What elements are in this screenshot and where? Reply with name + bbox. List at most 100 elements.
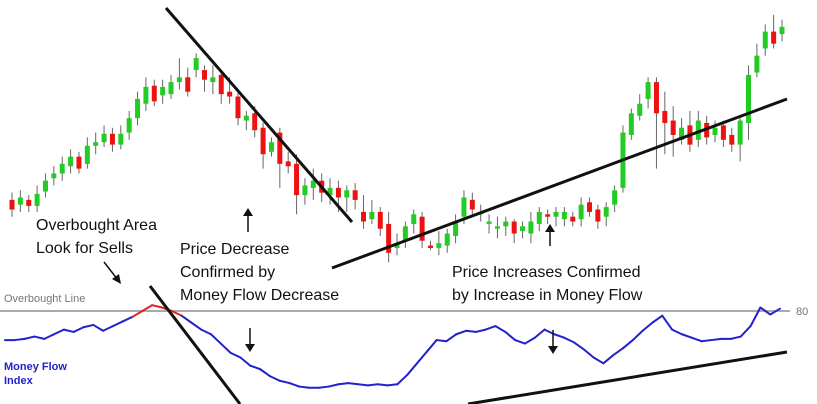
candle-body [561, 211, 567, 220]
mfi-segment [445, 333, 458, 343]
mfi-segment [239, 356, 252, 367]
candle-body [603, 207, 609, 217]
candle-body [779, 26, 785, 35]
price-increase-up-arrow [545, 224, 555, 246]
candle-body [712, 127, 718, 135]
mfi-segment [465, 329, 477, 333]
mfi-segment [700, 339, 713, 343]
mfi-segment [523, 336, 536, 345]
candle-body [327, 187, 333, 196]
candle-body [193, 58, 199, 71]
candle-body [361, 211, 367, 222]
candle-body [520, 226, 526, 232]
candle-body [570, 216, 576, 222]
candle-body [419, 216, 425, 241]
candle-body [227, 91, 233, 97]
mfi-segment [671, 328, 683, 336]
mfi-segment [151, 304, 163, 309]
candle-body [444, 233, 450, 246]
mfi-segment [749, 306, 762, 328]
candle-body [202, 70, 207, 80]
mfi-segment [357, 383, 369, 387]
candle-body [101, 133, 107, 143]
mfi-segment [121, 315, 134, 323]
price-decrease-label: Price Decrease [180, 241, 289, 258]
mfi-segment [553, 333, 566, 339]
mfi-segment [494, 325, 507, 333]
candle-body [511, 221, 517, 234]
candle-body [68, 156, 74, 167]
mfi-segment [102, 325, 114, 332]
candle-body [670, 120, 676, 135]
candle-body [469, 199, 475, 210]
mfi-segment [72, 326, 85, 333]
candle-body [17, 197, 23, 205]
mfi-segment [622, 339, 634, 350]
candle-body [461, 197, 467, 217]
candle-body [762, 31, 768, 49]
mfi-series [4, 304, 781, 389]
price-increase-label: Price Increases Confirmed [452, 264, 641, 281]
candle-body [285, 161, 291, 167]
mfi-segment [582, 348, 595, 359]
mfi-segment [435, 339, 448, 343]
mfi-segment [259, 368, 271, 378]
candle-body [637, 103, 643, 116]
price-decrease-up-arrow [243, 208, 253, 232]
money-flow-increase-down-arrow [548, 330, 558, 354]
candle-body [218, 74, 224, 95]
mfi-segment [504, 330, 517, 342]
candle-body [109, 133, 115, 145]
mfi-segment [533, 328, 546, 339]
mfi-segment [563, 336, 575, 344]
mfi-segment [474, 328, 487, 333]
candle-body [645, 82, 651, 99]
candle-body [93, 142, 99, 146]
candle-body [595, 209, 601, 222]
candle-body [729, 134, 735, 145]
mfi-downtrend-line [148, 285, 242, 404]
mfi-segment [268, 375, 281, 382]
candle-body [160, 86, 166, 96]
mfi-segment [366, 383, 379, 387]
mfi-segment [376, 383, 389, 387]
mfi-segment [13, 337, 26, 342]
mfi-segment [219, 342, 232, 354]
mfi-label-line1: Money Flow [4, 361, 67, 373]
mfi-segment [739, 325, 752, 338]
mfi-segment [484, 325, 497, 331]
mfi-segment [651, 314, 664, 324]
mfi-segment [62, 328, 75, 333]
candle-body [243, 115, 249, 121]
candle-body [344, 190, 350, 198]
candle-body [126, 118, 132, 133]
candle-body [26, 199, 32, 206]
candle-body [720, 125, 726, 140]
mfi-segment [92, 323, 105, 332]
candle-body [42, 180, 48, 192]
mfi-segment [680, 333, 693, 339]
mfi-segment [602, 354, 615, 365]
mfi-segment [43, 333, 56, 340]
mfi-segment [425, 339, 438, 353]
candle-body [486, 221, 492, 224]
candle-body [386, 223, 392, 253]
mfi-segment [249, 364, 262, 371]
candle-body [628, 113, 634, 135]
mfi-segment [53, 328, 65, 336]
mfi-segment [631, 329, 644, 342]
money-flow-decrease-down-arrow [245, 328, 255, 352]
mfi-segment [347, 382, 360, 386]
candle-body [545, 214, 551, 217]
candle-body [679, 127, 685, 140]
mfi-segment [131, 310, 144, 318]
candle-body [143, 86, 149, 104]
candle-body [427, 245, 433, 248]
mfi-segment [690, 336, 703, 343]
candle-body [503, 221, 509, 227]
mfi-segment [406, 362, 419, 376]
candle-body [771, 31, 777, 44]
overbought-area-label: Overbought Area [36, 217, 157, 234]
